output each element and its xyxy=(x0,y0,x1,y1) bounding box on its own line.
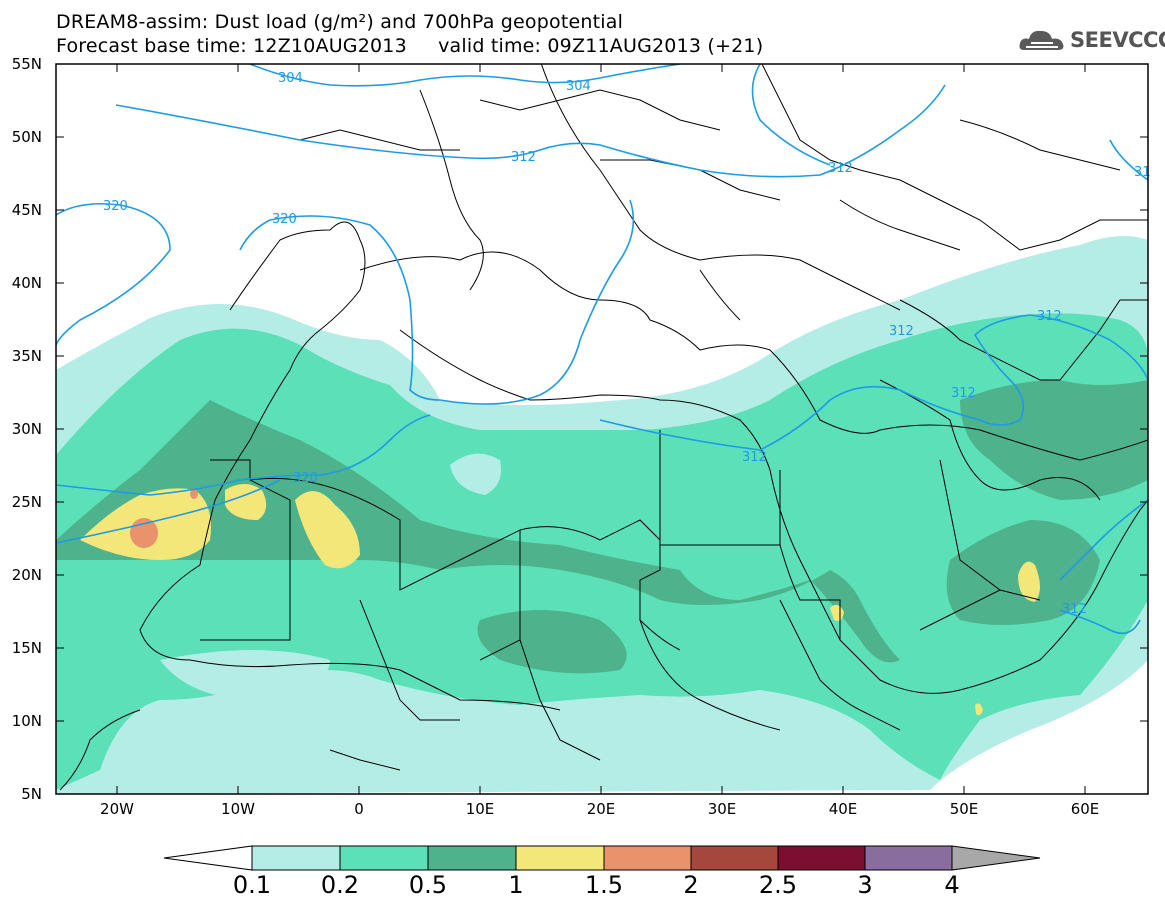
lat-label: 5N xyxy=(21,785,42,803)
chart-title-line-2: Forecast base time: 12Z10AUG2013 valid t… xyxy=(56,35,764,57)
lat-label: 35N xyxy=(11,347,42,365)
lon-label: 50E xyxy=(949,800,979,818)
dust-zone-1.5-small xyxy=(190,489,198,499)
contour-labels: 304 304 312 312 320 320 320 312 312 312 … xyxy=(103,71,1151,617)
lat-label: 40N xyxy=(11,274,42,292)
colorbar-label: 0.1 xyxy=(232,871,272,899)
colorbar-label: 4 xyxy=(944,871,960,899)
lat-label: 50N xyxy=(11,128,42,146)
colorbar-label: 1 xyxy=(508,871,524,899)
lat-label: 20N xyxy=(11,566,42,584)
geopotential-contours xyxy=(56,64,1148,635)
cloud-logo-icon xyxy=(1019,30,1064,50)
contour-label: 320 xyxy=(293,471,318,486)
contour-label: 312 xyxy=(1037,309,1062,324)
colorbar xyxy=(163,845,1041,871)
dust-zone-1-somalia xyxy=(975,703,983,716)
lon-label: 20E xyxy=(586,800,616,818)
lat-label: 55N xyxy=(11,55,42,73)
dust-zone-1-west-2 xyxy=(225,484,267,520)
dust-hole-west-1 xyxy=(450,453,501,495)
colorbar-swatch xyxy=(515,845,605,871)
colorbar-label: 2 xyxy=(683,871,699,899)
contour-label: 312 xyxy=(889,324,914,339)
colorbar-arrow-right xyxy=(951,845,1041,871)
dust-zone-1-algeria xyxy=(295,491,360,569)
contour-label: 312 xyxy=(511,150,536,165)
contour-label: 312 xyxy=(1062,602,1087,617)
lon-label: 10E xyxy=(465,800,495,818)
contour-label: 312 xyxy=(742,450,767,465)
colorbar-swatch xyxy=(777,845,866,871)
logo-text: SEEVCCC xyxy=(1070,28,1165,52)
chart-title-line-1: DREAM8-assim: Dust load (g/m²) and 700hP… xyxy=(56,11,624,33)
colorbar-swatch xyxy=(690,845,779,871)
dust-zone-1-arabia xyxy=(1018,561,1040,602)
contour-label: 320 xyxy=(103,199,128,214)
dust-zone-0.2 xyxy=(56,313,1148,790)
colorbar-label: 3 xyxy=(857,871,873,899)
dust-zone-0.5-east xyxy=(960,380,1148,500)
contour-label: 320 xyxy=(272,212,297,227)
contour-label: 312 xyxy=(828,161,853,176)
contour-label: 31 xyxy=(1134,165,1151,180)
seevccc-logo: SEEVCCC xyxy=(1018,26,1165,56)
colorbar-swatch xyxy=(339,845,429,871)
colorbar-arrow-left xyxy=(163,845,253,871)
colorbar-swatch xyxy=(864,845,953,871)
lon-label: 20W xyxy=(100,800,134,818)
lon-label: 40E xyxy=(828,800,858,818)
dust-zone-0.5-sahel xyxy=(477,610,627,674)
lon-label: 10W xyxy=(221,800,255,818)
colorbar-swatch xyxy=(603,845,692,871)
dust-zone-0.5 xyxy=(56,400,900,663)
lon-label: 30E xyxy=(707,800,737,818)
colorbar-label: 0.2 xyxy=(320,871,360,899)
contour-label: 304 xyxy=(278,71,303,86)
contour-label: 312 xyxy=(951,386,976,401)
colorbar-label: 1.5 xyxy=(584,871,624,899)
dust-zone-1.5-west xyxy=(130,518,158,548)
colorbar-swatch xyxy=(251,845,341,871)
contour-label: 304 xyxy=(566,79,591,94)
lon-label: 60E xyxy=(1070,800,1100,818)
lon-label: 0 xyxy=(354,800,364,818)
axis-ticks xyxy=(56,63,1148,794)
colorbar-swatch xyxy=(427,845,517,871)
lat-label: 25N xyxy=(11,493,42,511)
colorbar-label: 0.5 xyxy=(408,871,448,899)
colorbar-label: 2.5 xyxy=(758,871,798,899)
lat-label: 15N xyxy=(11,639,42,657)
coastlines-and-borders xyxy=(59,64,1148,791)
lat-label: 10N xyxy=(11,712,42,730)
lat-label: 30N xyxy=(11,420,42,438)
lat-label: 45N xyxy=(11,201,42,219)
